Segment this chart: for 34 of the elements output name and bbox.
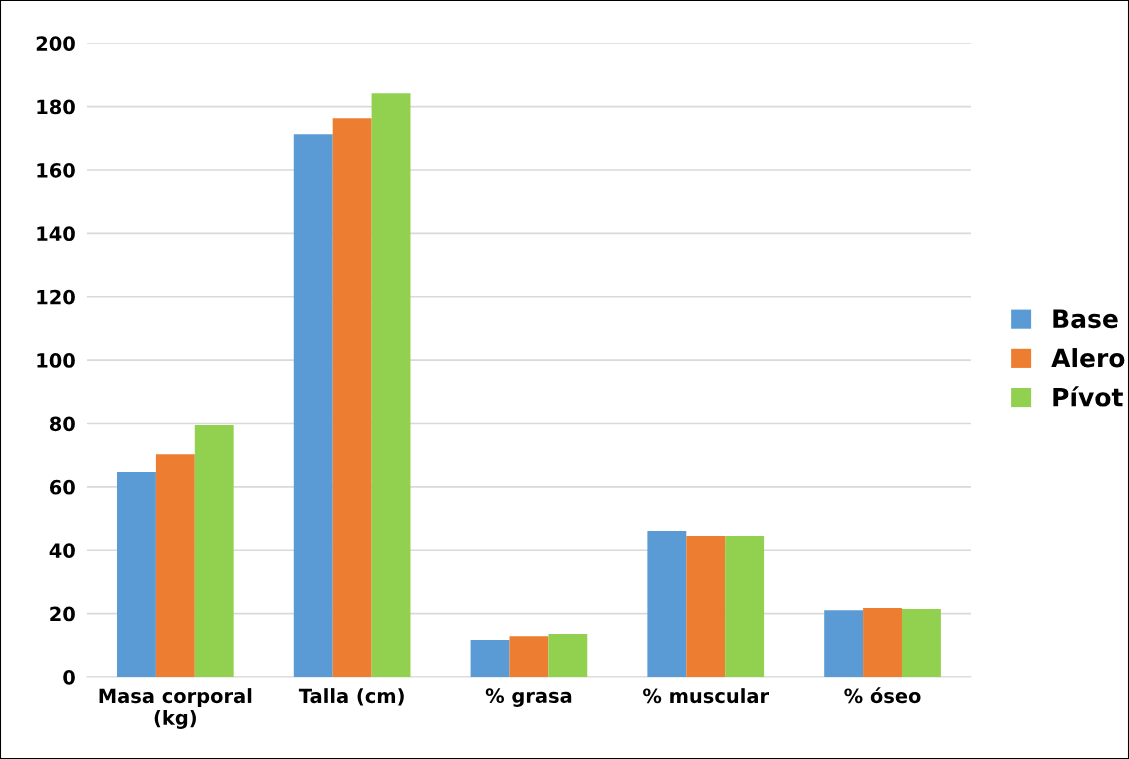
x-tick-label: Masa corporal (kg) (99, 688, 252, 729)
legend-label: Base (1053, 309, 1118, 329)
bar (548, 633, 588, 678)
y-tick-label: 100 (37, 353, 75, 368)
y-tick-label: 80 (49, 416, 75, 432)
bar (863, 607, 902, 678)
bar (293, 134, 333, 678)
y-tick-label: 120 (37, 289, 75, 305)
x-tick-label: % muscular (643, 688, 770, 704)
x-tick-label: % grasa (485, 688, 572, 707)
legend-label: Alero (1051, 348, 1125, 368)
x-tick-label: % óseo (844, 687, 921, 704)
y-tick-label: 200 (36, 36, 75, 51)
bar (194, 425, 234, 678)
bar (116, 472, 156, 678)
bar (155, 454, 195, 678)
y-tick-label: 40 (49, 543, 75, 558)
bar (725, 536, 765, 678)
bar (470, 639, 510, 678)
y-tick-label: 60 (49, 479, 75, 495)
y-tick-label: 20 (50, 606, 75, 622)
x-tick-label: Talla (cm) (298, 688, 404, 706)
y-tick-label: 160 (37, 162, 75, 178)
legend-label: Pívot (1053, 386, 1123, 407)
bar (686, 536, 726, 678)
bar (332, 118, 372, 678)
y-tick-label: 180 (37, 99, 75, 115)
y-tick-label: 140 (37, 226, 75, 242)
bar (647, 530, 687, 678)
bar (824, 610, 864, 678)
bar (901, 608, 941, 678)
bar (371, 93, 411, 678)
y-tick-label: 0 (63, 669, 75, 685)
bar (509, 636, 549, 678)
